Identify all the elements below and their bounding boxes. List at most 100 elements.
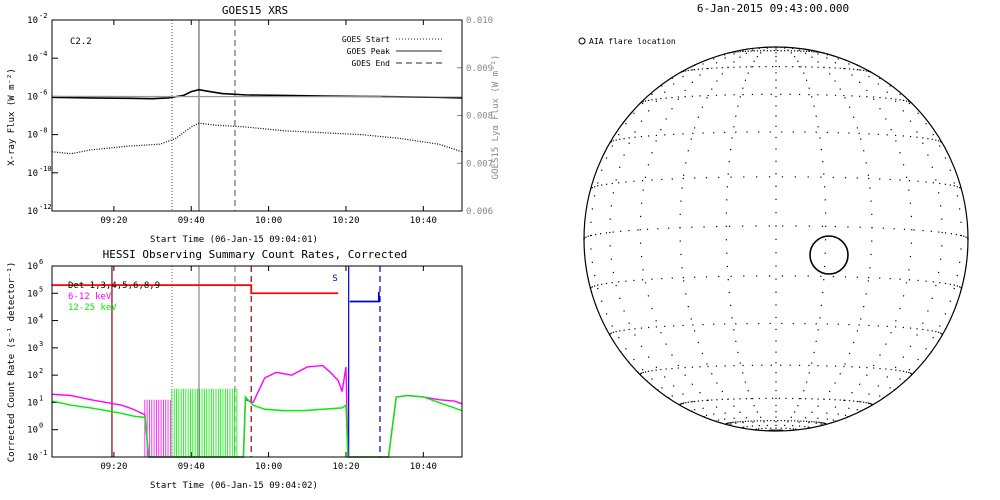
latitude-grid-dot — [648, 135, 650, 137]
latitude-grid-dot — [953, 284, 955, 286]
longitude-grid-dot — [694, 409, 696, 411]
latitude-grid-dot — [935, 331, 937, 333]
latitude-grid-dot — [673, 325, 675, 327]
latitude-grid-dot — [847, 226, 849, 228]
latitude-grid-dot — [694, 177, 696, 179]
latitude-grid-dot — [822, 422, 824, 424]
latitude-grid-dot — [707, 94, 709, 97]
latitude-grid-dot — [899, 179, 901, 181]
longitude-grid-dot — [775, 404, 777, 407]
longitude-grid-dot — [856, 127, 859, 129]
longitude-grid-dot — [959, 261, 961, 263]
hessi-ytick-label: 10 — [27, 317, 38, 327]
latitude-grid-dot — [687, 69, 689, 72]
longitude-grid-dot — [747, 72, 749, 74]
longitude-grid-dot — [870, 200, 872, 202]
latitude-grid-dot — [844, 399, 846, 401]
latitude-grid-dot — [685, 402, 687, 404]
latitude-grid-dot — [932, 281, 934, 283]
latitude-grid-dot — [755, 225, 757, 227]
longitude-grid-dot — [775, 79, 777, 81]
latitude-grid-dot — [756, 275, 758, 277]
latitude-grid-dot — [882, 227, 884, 229]
longitude-grid-dot — [856, 330, 859, 332]
longitude-grid-dot — [745, 417, 747, 419]
goes-legend-label: GOES Peak — [347, 47, 391, 56]
goes-right-tick-label: 0.007 — [466, 159, 493, 169]
longitude-grid-dot — [908, 189, 910, 191]
latitude-grid-dot — [706, 399, 708, 401]
latitude-grid-dot — [956, 285, 959, 287]
latitude-grid-dot — [646, 228, 649, 230]
longitude-grid-dot — [655, 100, 657, 102]
latitude-grid-dot — [716, 399, 718, 401]
longitude-grid-dot — [731, 317, 733, 319]
latitude-grid-dot — [612, 331, 614, 334]
latitude-grid-dot — [661, 178, 663, 181]
longitude-grid-dot — [726, 265, 728, 268]
longitude-grid-dot — [909, 120, 912, 122]
longitude-grid-dot — [633, 358, 635, 361]
longitude-grid-dot — [609, 231, 611, 234]
longitude-grid-dot — [819, 317, 821, 319]
latitude-grid-dot — [618, 182, 620, 184]
latitude-grid-dot — [591, 286, 593, 288]
longitude-grid-dot — [726, 252, 728, 254]
latitude-grid-dot — [807, 275, 809, 277]
latitude-grid-dot — [909, 372, 912, 374]
latitude-grid-dot — [826, 323, 828, 325]
latitude-grid-dot — [792, 66, 794, 68]
latitude-grid-dot — [647, 99, 650, 101]
goes-ytick-exponent: -10 — [39, 165, 52, 173]
longitude-grid-dot — [780, 429, 782, 431]
latitude-grid-dot — [634, 328, 636, 330]
longitude-grid-dot — [715, 62, 718, 64]
goes-ytick-label: 10 — [27, 207, 38, 217]
longitude-grid-dot — [751, 425, 754, 427]
latitude-grid-dot — [803, 420, 805, 422]
latitude-grid-dot — [733, 94, 735, 96]
longitude-grid-dot — [853, 341, 855, 344]
longitude-grid-dot — [640, 120, 643, 122]
goes-series-short — [51, 122, 463, 155]
longitude-grid-dot — [808, 50, 810, 52]
longitude-grid-dot — [639, 215, 642, 218]
latitude-grid-dot — [834, 94, 837, 96]
longitude-grid-dot — [735, 422, 737, 424]
latitude-grid-dot — [837, 323, 839, 325]
longitude-grid-dot — [784, 47, 786, 49]
latitude-grid-dot — [839, 67, 841, 69]
longitude-grid-dot — [775, 372, 777, 374]
latitude-grid-dot — [834, 399, 836, 401]
longitude-grid-dot — [660, 332, 662, 334]
latitude-grid-dot — [715, 94, 718, 96]
latitude-grid-dot — [877, 133, 879, 135]
longitude-grid-dot — [890, 332, 892, 334]
latitude-grid-dot — [839, 399, 841, 401]
latitude-grid-dot — [751, 93, 754, 96]
longitude-grid-dot — [805, 417, 807, 419]
longitude-grid-dot — [597, 287, 599, 290]
longitude-grid-dot — [775, 316, 777, 318]
latitude-grid-dot — [899, 278, 901, 280]
latitude-grid-dot — [800, 420, 802, 422]
latitude-grid-dot — [641, 180, 644, 182]
goes-xlabel: Start Time (06-Jan-15 09:04:01) — [150, 235, 318, 245]
longitude-grid-dot — [610, 258, 612, 260]
longitude-grid-dot — [750, 66, 752, 68]
longitude-grid-dot — [949, 169, 951, 171]
latitude-grid-dot — [599, 233, 602, 235]
longitude-grid-dot — [610, 205, 612, 207]
longitude-grid-dot — [858, 401, 860, 403]
longitude-grid-dot — [724, 418, 726, 420]
latitude-grid-dot — [699, 95, 701, 97]
longitude-grid-dot — [775, 225, 777, 227]
latitude-grid-dot — [922, 230, 924, 232]
longitude-grid-dot — [939, 325, 941, 327]
longitude-grid-dot — [938, 271, 940, 274]
latitude-grid-dot — [665, 97, 667, 99]
latitude-grid-dot — [655, 98, 657, 100]
longitude-grid-dot — [724, 412, 726, 414]
longitude-grid-dot — [837, 58, 839, 60]
longitude-grid-dot — [820, 304, 822, 306]
